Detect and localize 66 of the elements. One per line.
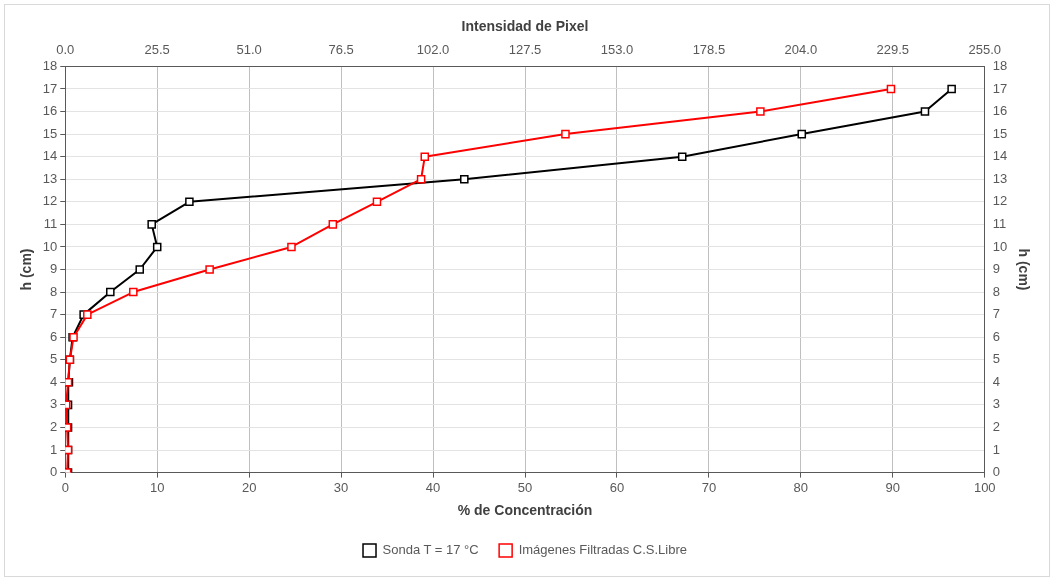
y2-tick-label: 11	[992, 215, 1007, 231]
x2-tick-label: 0.0	[56, 42, 75, 58]
y2-tick-label: 9	[992, 261, 1000, 277]
y2-tick-label: 1	[992, 441, 1000, 457]
x2-tick-label: 102.0	[416, 42, 450, 58]
x-axis-title: % de Concentración	[457, 502, 593, 519]
y-tick-label: 5	[50, 351, 58, 367]
y-tick-label: 0	[50, 464, 58, 480]
x2-tick-label: 255.0	[968, 42, 1002, 58]
x-tick-label: 90	[885, 479, 901, 495]
y-tick-label: 10	[42, 238, 58, 254]
y-tick-label: 8	[50, 283, 58, 299]
y-tick-label: 17	[42, 80, 58, 96]
x2-tick-label: 229.5	[876, 42, 910, 58]
x2-axis-title: Intensidad de Pixel	[461, 18, 589, 35]
y-tick-label: 4	[50, 373, 58, 389]
x-tick-label: 0	[61, 479, 69, 495]
y-tick-label: 12	[42, 193, 58, 209]
x-tick-label: 60	[609, 479, 625, 495]
x2-tick-label: 178.5	[692, 42, 726, 58]
y2-tick-label: 18	[992, 57, 1008, 73]
x2-tick-label: 204.0	[784, 42, 818, 58]
legend-label: Imágenes Filtradas C.S.Libre	[518, 542, 687, 558]
x-tick-label: 100	[973, 479, 996, 495]
y-tick-label: 15	[42, 125, 58, 141]
y2-tick-label: 13	[992, 170, 1008, 186]
y2-tick-label: 8	[992, 283, 1000, 299]
y-tick-label: 11	[43, 215, 58, 231]
y2-tick-label: 17	[992, 80, 1008, 96]
y-tick-label: 9	[50, 261, 58, 277]
y2-tick-label: 16	[992, 103, 1008, 119]
x-tick-label: 40	[425, 479, 441, 495]
x-tick-label: 20	[241, 479, 257, 495]
x-tick-label: 50	[517, 479, 533, 495]
y2-axis-title: h (cm)	[1015, 248, 1032, 291]
y-tick-label: 16	[42, 103, 58, 119]
y-tick-label: 13	[42, 170, 58, 186]
x-tick-label: 30	[333, 479, 349, 495]
x2-tick-label: 51.0	[236, 42, 262, 58]
y2-tick-label: 12	[992, 193, 1008, 209]
x-tick-label: 70	[701, 479, 717, 495]
y-tick-label: 3	[50, 396, 58, 412]
y2-tick-label: 14	[992, 148, 1008, 164]
y-tick-label: 2	[50, 419, 58, 435]
y2-tick-label: 7	[992, 306, 1000, 322]
y-tick-label: 1	[50, 441, 58, 457]
x2-tick-label: 153.0	[600, 42, 634, 58]
y2-tick-label: 6	[992, 328, 1000, 344]
y-tick-label: 18	[42, 57, 58, 73]
x2-tick-label: 25.5	[144, 42, 170, 58]
y-tick-label: 6	[50, 328, 58, 344]
y2-tick-label: 2	[992, 419, 1000, 435]
y-tick-label: 7	[50, 306, 58, 322]
x2-tick-label: 76.5	[328, 42, 354, 58]
y-tick-label: 14	[42, 148, 58, 164]
x2-tick-label: 127.5	[508, 42, 542, 58]
x-tick-label: 10	[149, 479, 165, 495]
y2-tick-label: 0	[992, 464, 1000, 480]
y-axis-title: h (cm)	[18, 248, 35, 291]
legend-label: Sonda T = 17 °C	[382, 542, 479, 558]
y2-tick-label: 4	[992, 373, 1000, 389]
x-tick-label: 80	[793, 479, 809, 495]
y2-tick-label: 3	[992, 396, 1000, 412]
y2-tick-label: 5	[992, 351, 1000, 367]
y2-tick-label: 15	[992, 125, 1008, 141]
y2-tick-label: 10	[992, 238, 1008, 254]
